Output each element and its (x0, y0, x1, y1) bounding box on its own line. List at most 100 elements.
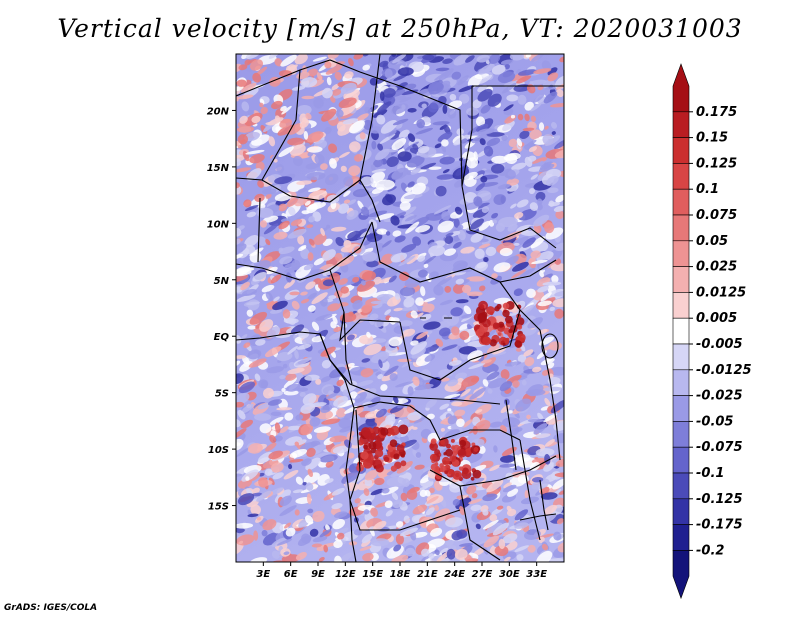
field-patch (441, 344, 458, 351)
field-patch (474, 409, 483, 414)
field-patch (285, 527, 296, 537)
x-tick-label: 3E (256, 569, 270, 580)
field-patch (542, 157, 548, 162)
field-patch (435, 67, 450, 72)
field-patch (318, 557, 325, 562)
field-patch (313, 426, 331, 433)
field-patch (558, 489, 564, 495)
field-patch (322, 87, 333, 99)
field-patch (338, 97, 357, 109)
field-patch (482, 509, 489, 516)
field-patch (386, 476, 407, 487)
field-patch (421, 103, 427, 109)
field-patch (533, 423, 548, 435)
field-patch (324, 173, 339, 186)
field-patch (340, 380, 358, 393)
field-patch (348, 165, 361, 176)
field-patch (529, 129, 542, 140)
field-patch (237, 493, 255, 506)
field-patch (279, 118, 291, 124)
field-patch (554, 242, 564, 251)
field-patch (236, 125, 255, 133)
field-patch (361, 533, 373, 544)
field-patch (398, 255, 416, 267)
field-patch (540, 358, 555, 366)
updraft-cell (448, 469, 454, 475)
field-patch (274, 422, 281, 434)
field-patch (261, 284, 275, 293)
field-patch (336, 532, 345, 540)
field-patch (456, 529, 468, 539)
field-patch (303, 131, 309, 140)
field-patch (485, 246, 497, 257)
field-patch (370, 507, 378, 517)
field-patch (245, 149, 265, 155)
field-patch (324, 61, 332, 69)
field-patch (355, 380, 374, 387)
field-patch (447, 408, 452, 412)
field-patch (399, 201, 411, 211)
field-patch (373, 158, 384, 168)
field-patch (464, 453, 483, 464)
field-patch (325, 392, 338, 400)
field-patch (236, 447, 251, 457)
field-patch (283, 390, 299, 396)
field-patch (395, 381, 414, 388)
field-patch (307, 151, 314, 157)
field-patch (236, 253, 244, 260)
field-patch (424, 354, 436, 362)
field-patch (394, 95, 407, 100)
field-patch (390, 103, 409, 115)
field-patch (361, 303, 373, 314)
updraft-cell (429, 442, 439, 451)
field-patch (378, 359, 383, 369)
field-patch (315, 378, 322, 385)
updraft-cell (502, 302, 510, 310)
field-patch (531, 457, 545, 463)
field-patch (465, 477, 485, 485)
field-patch (439, 299, 454, 306)
field-patch (284, 522, 292, 529)
field-patch (333, 540, 343, 549)
updraft-cell (375, 449, 384, 458)
field-patch (320, 346, 336, 357)
field-patch (236, 274, 249, 283)
field-patch (537, 285, 550, 293)
field-patch (483, 256, 489, 263)
field-patch (443, 248, 457, 256)
field-patch (405, 221, 420, 234)
field-patch (287, 346, 298, 355)
colorbar-label: 0.0125 (696, 285, 746, 300)
colorbar-label: -0.125 (696, 492, 743, 507)
x-axis: 3E 6E 9E 12E 15E 18E 21E 24E 27E 30E 33E (256, 562, 547, 580)
field-patch (541, 543, 549, 551)
field-patch (343, 239, 352, 248)
updraft-cell (496, 303, 502, 310)
field-patch (391, 137, 407, 151)
field-patch (417, 145, 430, 154)
field-patch (411, 348, 426, 359)
field-patch (286, 197, 298, 207)
colorbar-bin (672, 163, 690, 190)
field-patch (403, 328, 416, 337)
field-patch (499, 380, 513, 392)
field-patch (428, 166, 442, 170)
field-patch (249, 311, 268, 325)
field-patch (473, 196, 483, 207)
field-patch (359, 546, 372, 551)
updraft-cell (440, 440, 446, 445)
field-patch (352, 276, 360, 283)
field-patch (503, 104, 514, 112)
field-patch (527, 384, 544, 397)
updraft-cell (489, 339, 497, 347)
field-patch (342, 118, 359, 125)
field-patch (353, 529, 363, 536)
field-patch (397, 151, 412, 162)
field-patch (247, 109, 255, 116)
field-patch (533, 214, 550, 227)
field-patch (425, 212, 443, 221)
field-patch (273, 296, 280, 302)
field-patch (506, 169, 516, 180)
field-patch (340, 82, 357, 94)
updraft-cell (380, 427, 389, 436)
